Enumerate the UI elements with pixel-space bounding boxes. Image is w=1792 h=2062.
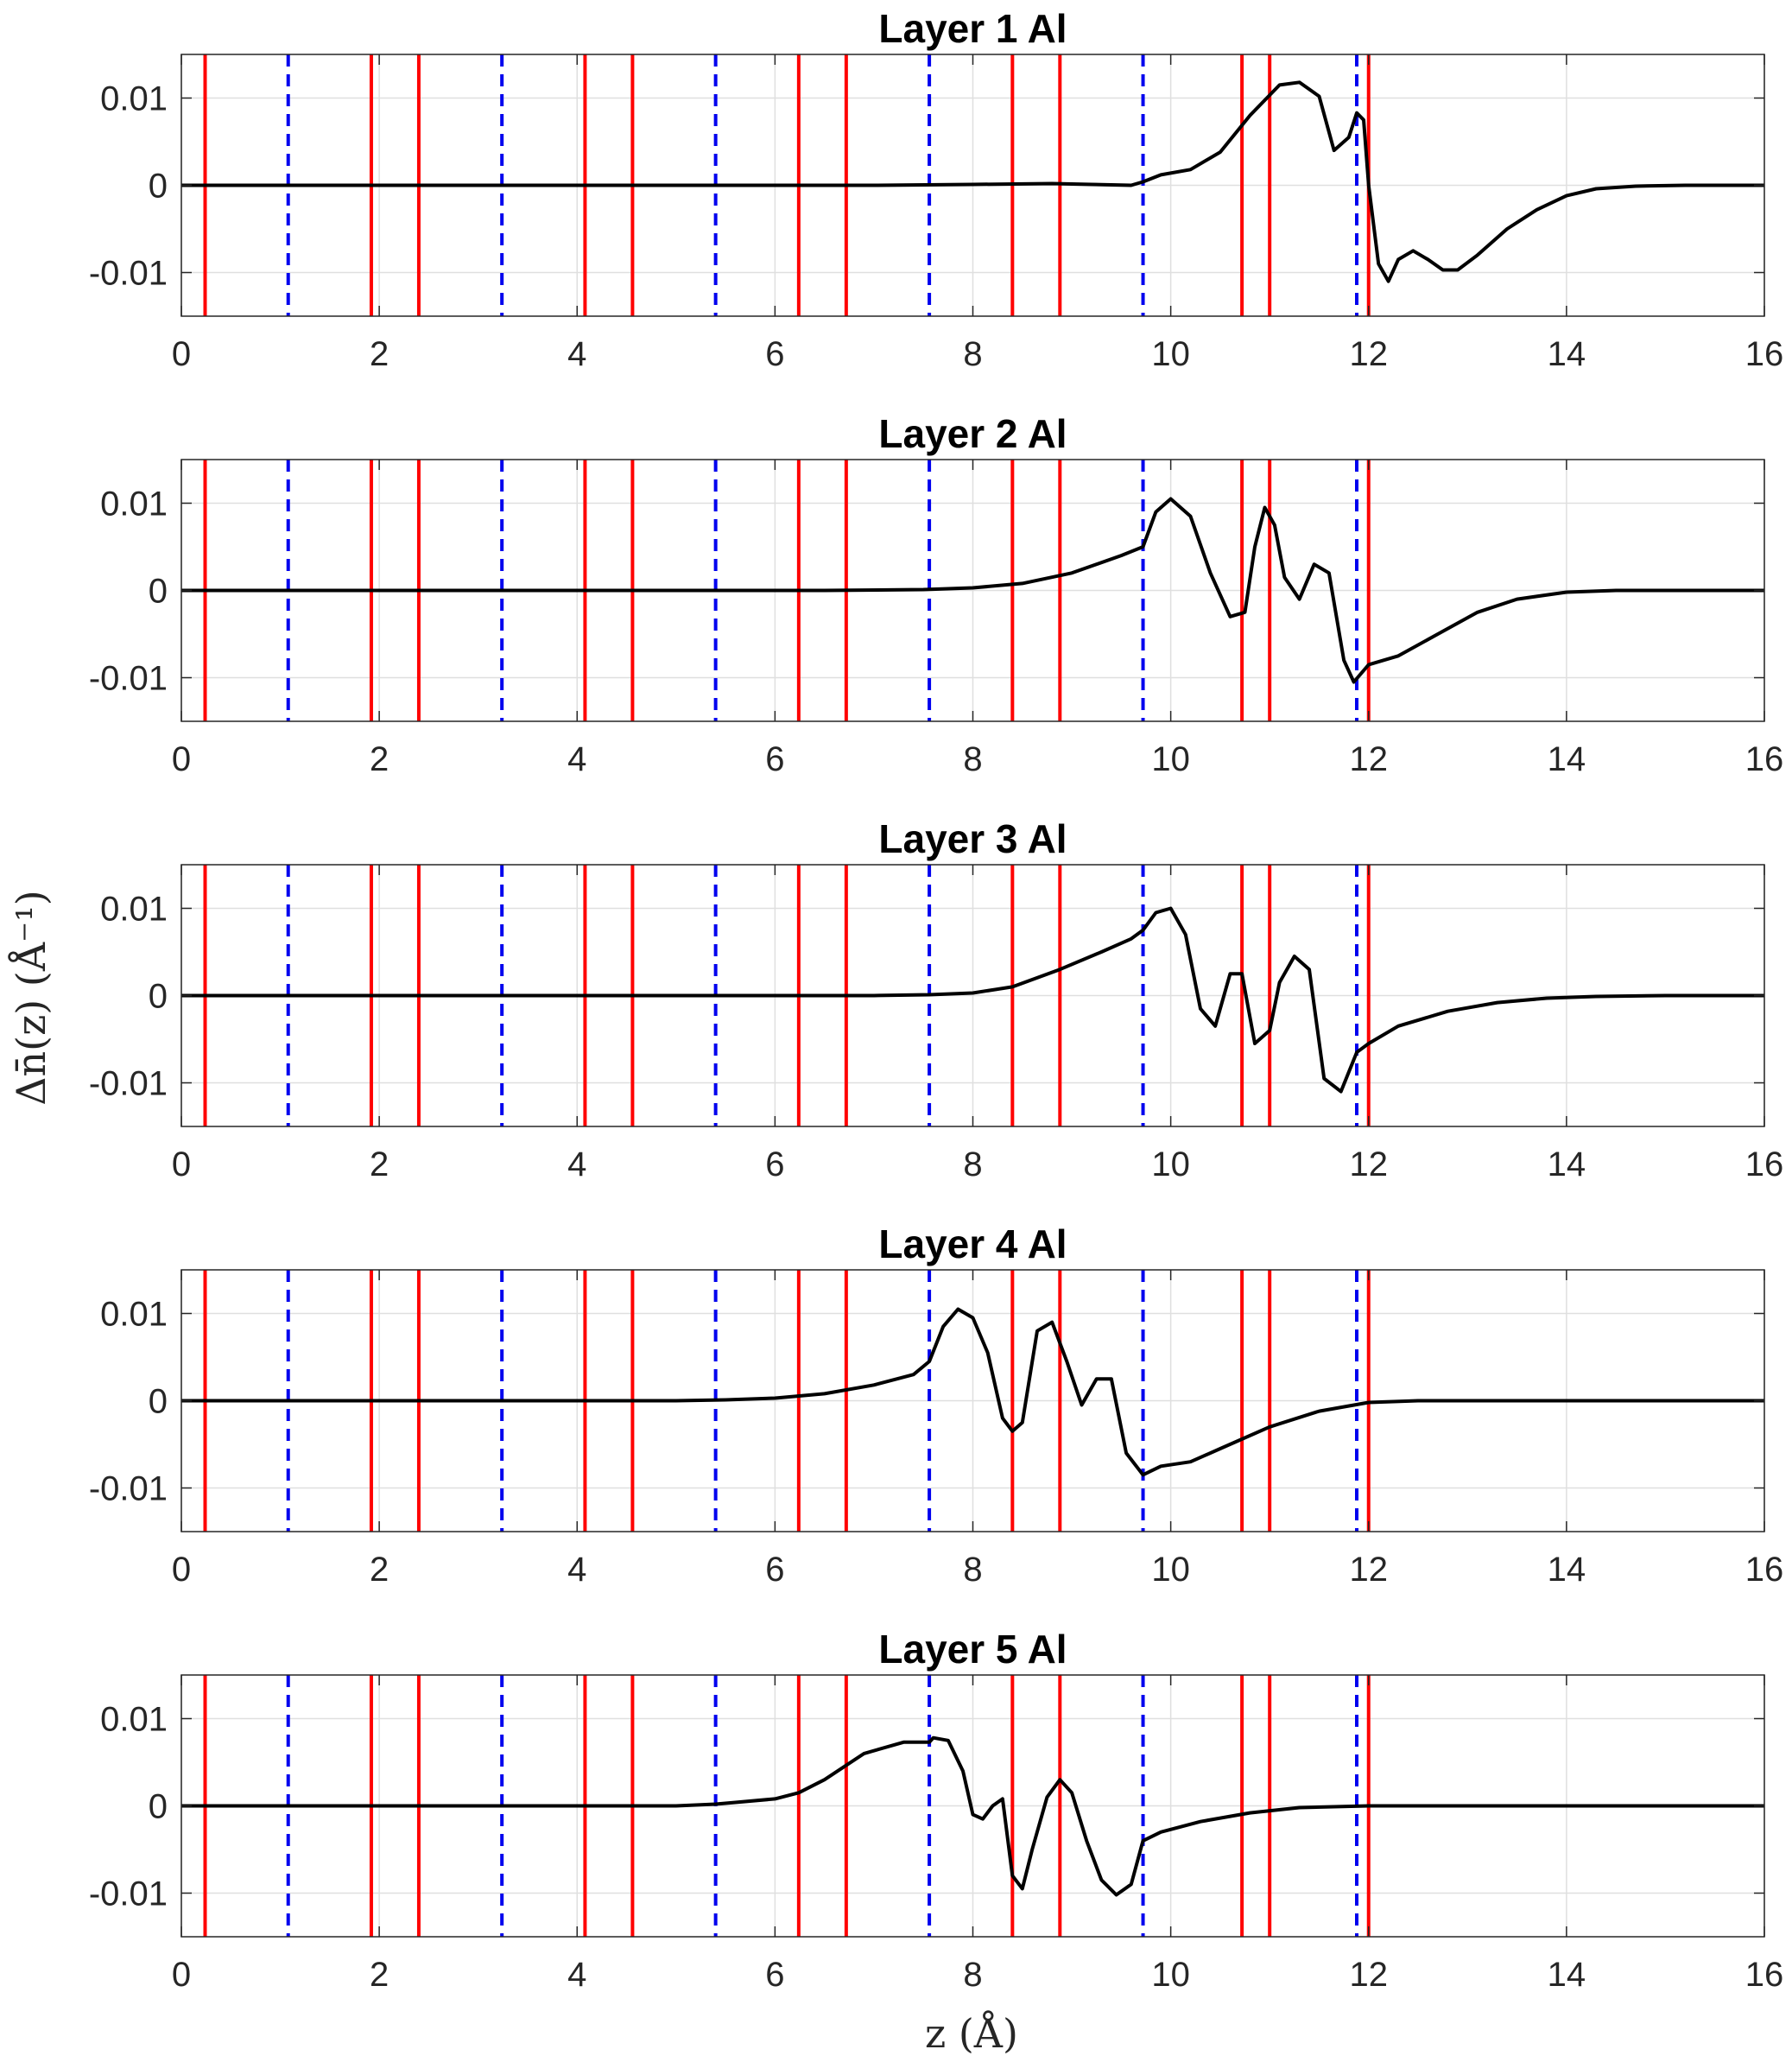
panel-title: Layer 5 Al [878, 1627, 1067, 1672]
x-tick-label-0: 0 [172, 335, 191, 373]
x-axis-label: z (Å) [925, 2009, 1018, 2057]
x-tick-label-0: 0 [172, 1145, 191, 1183]
x-tick-label-8: 16 [1745, 1145, 1784, 1183]
x-tick-label-5: 10 [1151, 1956, 1190, 1994]
x-tick-label-6: 12 [1350, 335, 1389, 373]
y-tick-label-1: 0 [149, 1788, 168, 1826]
x-tick-label-5: 10 [1151, 740, 1190, 778]
x-tick-label-1: 2 [370, 335, 389, 373]
y-tick-label-0: -0.01 [89, 255, 168, 293]
data-curve [181, 80, 1764, 283]
x-tick-label-1: 2 [370, 1956, 389, 1994]
y-tick-label-0: -0.01 [89, 1875, 168, 1913]
x-tick-label-5: 10 [1151, 335, 1190, 373]
x-tick-label-6: 12 [1350, 740, 1389, 778]
x-tick-label-8: 16 [1745, 1956, 1784, 1994]
x-tick-label-4: 8 [963, 1145, 982, 1183]
x-tick-label-6: 12 [1350, 1551, 1389, 1589]
data-curve [181, 1307, 1764, 1477]
x-tick-label-5: 10 [1151, 1145, 1190, 1183]
x-tick-label-7: 14 [1548, 1551, 1586, 1589]
x-tick-label-7: 14 [1548, 1145, 1586, 1183]
x-tick-label-6: 12 [1350, 1956, 1389, 1994]
x-tick-label-0: 0 [172, 1551, 191, 1589]
x-tick-label-7: 14 [1548, 1956, 1586, 1994]
x-tick-label-2: 4 [567, 740, 586, 778]
y-tick-label-0: -0.01 [89, 660, 168, 698]
x-tick-label-4: 8 [963, 335, 982, 373]
panel-3: 0 2 4 6 8 10 12 14 16 -0.01 0 0.01 Layer 3 Al [89, 816, 1783, 1183]
panel-title: Layer 1 Al [878, 6, 1067, 51]
panel-2: 0 2 4 6 8 10 12 14 16 -0.01 0 0.01 Layer 2 Al [89, 411, 1783, 778]
x-tick-label-1: 2 [370, 740, 389, 778]
panel-4: 0 2 4 6 8 10 12 14 16 -0.01 0 0.01 Layer 4 Al [89, 1221, 1783, 1589]
x-tick-label-3: 6 [765, 1145, 784, 1183]
x-tick-label-8: 16 [1745, 335, 1784, 373]
x-tick-label-8: 16 [1745, 1551, 1784, 1589]
x-tick-label-2: 4 [567, 1145, 586, 1183]
y-tick-label-0: -0.01 [89, 1065, 168, 1103]
y-tick-label-2: 0.01 [100, 485, 168, 523]
x-tick-label-2: 4 [567, 1551, 586, 1589]
x-tick-label-8: 16 [1745, 740, 1784, 778]
x-tick-label-0: 0 [172, 740, 191, 778]
y-tick-label-2: 0.01 [100, 1701, 168, 1739]
x-tick-label-3: 6 [765, 1956, 784, 1994]
panel-title: Layer 3 Al [878, 816, 1067, 861]
y-tick-label-1: 0 [149, 168, 168, 206]
x-tick-label-5: 10 [1151, 1551, 1190, 1589]
y-tick-label-2: 0.01 [100, 1296, 168, 1334]
y-tick-label-1: 0 [149, 573, 168, 611]
y-axis-label: Δn̄(z) (Å⁻¹) [7, 890, 54, 1105]
data-curve [181, 906, 1764, 1094]
panel-title: Layer 2 Al [878, 411, 1067, 456]
x-tick-label-3: 6 [765, 1551, 784, 1589]
data-curve [181, 497, 1764, 684]
x-tick-label-3: 6 [765, 740, 784, 778]
x-tick-label-1: 2 [370, 1145, 389, 1183]
x-tick-label-4: 8 [963, 740, 982, 778]
x-tick-label-4: 8 [963, 1551, 982, 1589]
x-tick-label-3: 6 [765, 335, 784, 373]
y-tick-label-2: 0.01 [100, 80, 168, 118]
x-tick-label-6: 12 [1350, 1145, 1389, 1183]
x-tick-label-2: 4 [567, 335, 586, 373]
y-tick-label-1: 0 [149, 978, 168, 1016]
x-tick-label-7: 14 [1548, 335, 1586, 373]
x-tick-label-0: 0 [172, 1956, 191, 1994]
x-tick-label-4: 8 [963, 1956, 982, 1994]
panel-1: 0 2 4 6 8 10 12 14 16 -0.01 0 0.01 Layer 1 Al [89, 6, 1783, 373]
y-tick-label-1: 0 [149, 1383, 168, 1421]
x-tick-label-1: 2 [370, 1551, 389, 1589]
panel-5: 0 2 4 6 8 10 12 14 16 -0.01 0 0.01 Layer 5 Al [89, 1627, 1783, 1994]
y-tick-label-2: 0.01 [100, 891, 168, 929]
x-tick-label-2: 4 [567, 1956, 586, 1994]
y-tick-label-0: -0.01 [89, 1470, 168, 1508]
x-tick-label-7: 14 [1548, 740, 1586, 778]
data-curve [181, 1735, 1764, 1897]
panel-title: Layer 4 Al [878, 1221, 1067, 1266]
